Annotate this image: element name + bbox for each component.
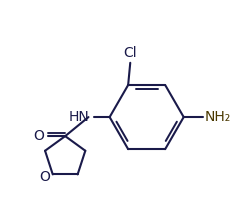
- Text: Cl: Cl: [123, 46, 136, 60]
- Text: O: O: [33, 129, 44, 143]
- Text: NH₂: NH₂: [204, 110, 230, 124]
- Text: O: O: [39, 170, 50, 184]
- Text: HN: HN: [68, 110, 89, 124]
